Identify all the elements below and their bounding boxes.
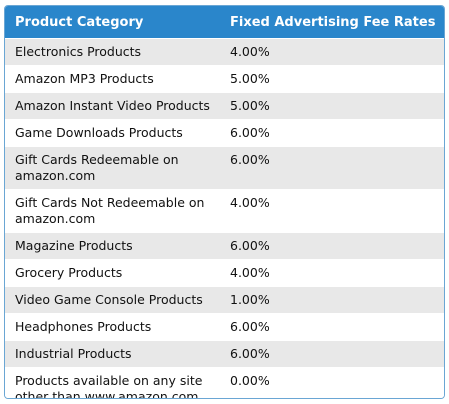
table-row: Game Downloads Products 6.00% <box>5 119 444 147</box>
category-cell: Game Downloads Products <box>5 119 225 147</box>
table-row: Electronics Products 4.00% <box>5 38 444 66</box>
table-row: Products available on any site other tha… <box>5 367 444 398</box>
rate-cell: 4.00% <box>225 259 444 287</box>
table-row: Magazine Products 6.00% <box>5 232 444 260</box>
table-row: Amazon Instant Video Products 5.00% <box>5 92 444 120</box>
category-cell: Video Game Console Products <box>5 286 225 314</box>
rate-cell: 5.00% <box>225 65 444 93</box>
category-cell: Headphones Products <box>5 313 225 341</box>
rate-cell: 6.00% <box>225 232 444 260</box>
category-cell: Products available on any site other tha… <box>5 367 225 398</box>
rate-cell: 6.00% <box>225 119 444 147</box>
table-row: Headphones Products 6.00% <box>5 313 444 341</box>
rate-cell: 6.00% <box>225 313 444 341</box>
category-cell: Magazine Products <box>5 232 225 260</box>
category-cell: Industrial Products <box>5 340 225 368</box>
table-row: Gift Cards Redeemable on amazon.com 6.00… <box>5 146 444 190</box>
category-cell: Electronics Products <box>5 38 225 66</box>
table-row: Gift Cards Not Redeemable on amazon.com … <box>5 189 444 233</box>
rate-cell: 6.00% <box>225 146 444 190</box>
table-row: Grocery Products 4.00% <box>5 259 444 287</box>
rate-cell: 5.00% <box>225 92 444 120</box>
header-fixed-advertising-fee-rates: Fixed Advertising Fee Rates <box>225 6 444 39</box>
rate-cell: 4.00% <box>225 189 444 233</box>
table-row: Video Game Console Products 1.00% <box>5 286 444 314</box>
header-product-category: Product Category <box>5 6 225 39</box>
category-cell: Amazon MP3 Products <box>5 65 225 93</box>
table-header-row: Product Category Fixed Advertising Fee R… <box>5 6 444 39</box>
category-cell: Amazon Instant Video Products <box>5 92 225 120</box>
fee-rates-table: Product Category Fixed Advertising Fee R… <box>5 6 444 398</box>
rate-cell: 6.00% <box>225 340 444 368</box>
category-cell: Gift Cards Not Redeemable on amazon.com <box>5 189 225 233</box>
table-row: Amazon MP3 Products 5.00% <box>5 65 444 93</box>
category-cell: Grocery Products <box>5 259 225 287</box>
category-cell: Gift Cards Redeemable on amazon.com <box>5 146 225 190</box>
fee-rates-table-container: Product Category Fixed Advertising Fee R… <box>4 5 445 399</box>
rate-cell: 0.00% <box>225 367 444 398</box>
table-row: Industrial Products 6.00% <box>5 340 444 368</box>
rate-cell: 1.00% <box>225 286 444 314</box>
rate-cell: 4.00% <box>225 38 444 66</box>
